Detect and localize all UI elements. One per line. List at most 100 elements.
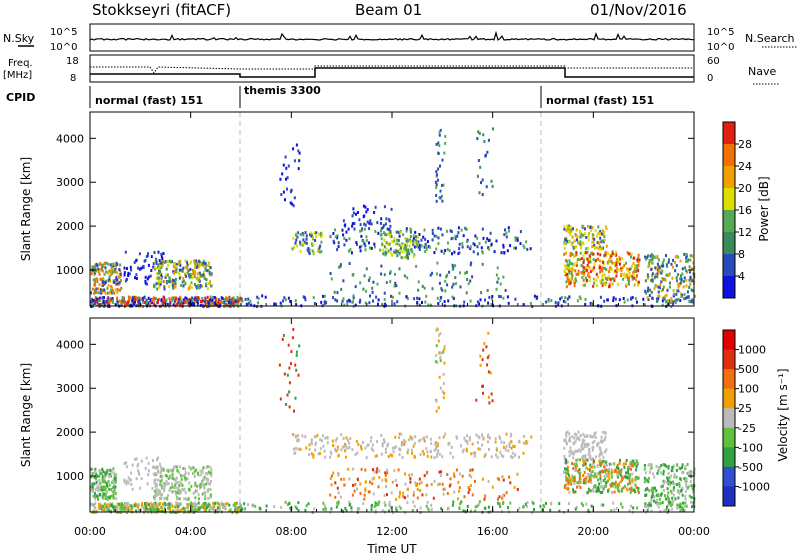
range-cell: [582, 254, 585, 258]
range-cell: [383, 440, 386, 444]
range-cell: [196, 261, 199, 265]
range-cell: [508, 229, 511, 233]
range-cell: [215, 303, 218, 307]
range-cell: [648, 489, 651, 493]
range-cell: [404, 237, 407, 240]
range-cell: [374, 229, 377, 233]
range-cell: [576, 450, 579, 453]
range-cell: [663, 481, 665, 485]
range-cell: [584, 298, 587, 301]
range-cell: [477, 159, 480, 162]
range-cell: [282, 190, 285, 194]
range-cell: [126, 503, 128, 507]
range-cell: [693, 294, 696, 298]
range-cell: [329, 477, 332, 481]
range-cell: [97, 291, 100, 295]
range-cell: [671, 496, 674, 500]
range-cell: [618, 255, 621, 259]
range-cell: [315, 231, 318, 235]
range-cell: [597, 246, 600, 250]
range-cell: [688, 484, 691, 488]
range-cell: [488, 401, 491, 405]
nsky-label: N.Sky: [3, 32, 35, 45]
range-cell: [587, 234, 590, 238]
range-cell: [519, 230, 522, 234]
range-cell: [484, 240, 487, 244]
range-cell: [344, 455, 347, 459]
range-cell: [682, 297, 685, 301]
range-cell: [655, 464, 658, 468]
range-cell: [209, 482, 211, 486]
range-cell: [360, 229, 363, 233]
range-cell: [443, 361, 446, 365]
range-cell: [245, 302, 248, 306]
y-tick-label: 4000: [56, 338, 84, 351]
range-cell: [129, 265, 132, 269]
range-cell: [207, 481, 210, 485]
range-cell: [440, 507, 443, 511]
range-cell: [414, 435, 417, 439]
range-cell: [94, 467, 97, 471]
range-cell: [280, 506, 283, 509]
range-cell: [162, 298, 165, 302]
range-cell: [350, 251, 353, 255]
range-cell: [96, 486, 99, 490]
range-cell: [529, 247, 532, 251]
range-cell: [336, 503, 339, 507]
range-cell: [418, 233, 421, 236]
range-cell: [409, 480, 412, 484]
range-cell: [176, 497, 179, 501]
range-cell: [620, 272, 623, 276]
range-cell: [523, 435, 526, 438]
range-cell: [583, 445, 586, 448]
range-cell: [671, 502, 674, 506]
range-cell: [362, 502, 365, 506]
range-cell: [476, 252, 479, 256]
range-cell: [345, 238, 348, 242]
range-cell: [647, 480, 650, 484]
range-cell: [101, 488, 104, 492]
range-cell: [650, 495, 653, 499]
range-cell: [180, 268, 183, 272]
range-cell: [112, 496, 115, 500]
range-cell: [637, 264, 640, 268]
range-cell: [160, 261, 163, 265]
y-tick-label: 1000: [56, 470, 84, 483]
range-cell: [91, 485, 94, 489]
range-cell: [212, 505, 215, 509]
range-cell: [179, 263, 182, 267]
range-cell: [113, 291, 116, 295]
range-cell: [313, 507, 316, 511]
range-cell: [630, 255, 632, 259]
range-cell: [467, 282, 470, 286]
range-cell: [431, 232, 434, 235]
nsky-panel: N.Sky 10^5 10^0 10^5 10^0 N.Search: [3, 23, 797, 53]
range-cell: [181, 269, 184, 273]
range-cell: [330, 483, 333, 487]
range-cell: [594, 475, 597, 479]
range-cell: [111, 489, 114, 493]
range-cell: [198, 497, 200, 501]
range-cell: [469, 263, 472, 267]
range-cell: [443, 151, 446, 155]
range-cell: [630, 264, 633, 268]
range-cell: [201, 504, 204, 508]
range-cell: [203, 475, 206, 479]
range-cell: [382, 248, 385, 252]
range-cell: [348, 446, 351, 449]
range-cell: [413, 454, 416, 458]
range-cell: [591, 448, 594, 452]
range-cell: [625, 459, 628, 462]
range-cell: [149, 302, 152, 306]
range-cell: [297, 439, 300, 443]
range-cell: [604, 477, 606, 481]
range-cell: [194, 496, 197, 500]
range-cell: [477, 502, 480, 506]
colorbar-swatch: [723, 210, 735, 233]
range-cell: [671, 467, 674, 470]
range-cell: [662, 488, 665, 492]
range-cell: [398, 249, 401, 253]
range-cell: [196, 489, 198, 493]
range-cell: [633, 283, 636, 287]
range-cell: [344, 449, 347, 453]
